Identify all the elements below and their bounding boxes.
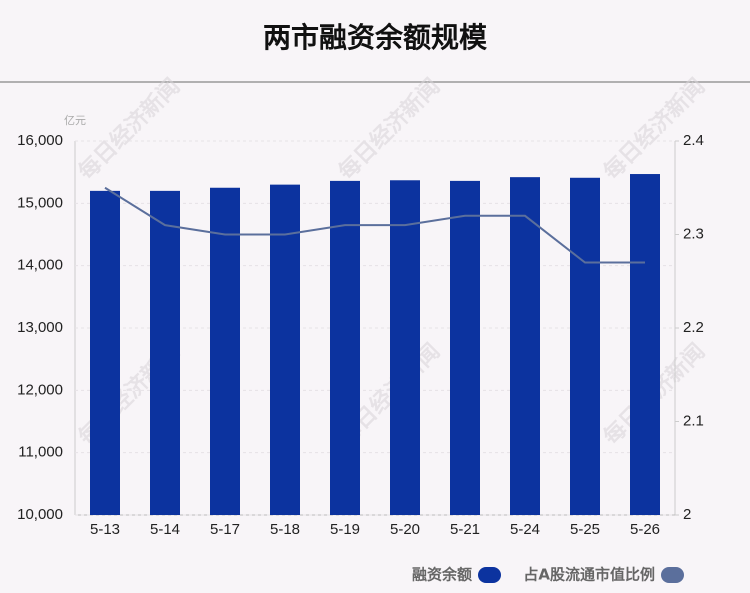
bar (270, 184, 300, 515)
y2-tick-label: 2.3 (683, 225, 704, 242)
x-tick-label: 5-17 (210, 521, 240, 538)
bar (210, 187, 240, 515)
x-tick-label: 5-14 (150, 521, 180, 538)
x-tick-label: 5-24 (510, 521, 540, 538)
line (104, 186, 645, 264)
x-tick-label: 5-20 (390, 521, 420, 538)
watermark: 每日经济新闻 (598, 73, 710, 185)
y2-tick-label: 2.4 (683, 132, 704, 149)
bar (330, 180, 360, 516)
x-tick-label: 5-25 (570, 521, 600, 538)
y-tick-label: 13,000 (17, 319, 63, 336)
bar (390, 180, 420, 515)
bar (630, 174, 660, 515)
legend-swatch (478, 567, 501, 583)
x-tick-label: 5-18 (270, 521, 300, 538)
bar (150, 190, 180, 515)
y-tick-label: 10,000 (17, 506, 63, 523)
y2-tick-label: 2.1 (683, 412, 704, 429)
y-unit: 亿元 (64, 114, 86, 127)
legend-label: 融资余额 (412, 566, 472, 584)
x-tick-label: 5-21 (450, 521, 480, 538)
watermark: 每日经济新闻 (73, 73, 185, 185)
watermark: 每日经济新闻 (333, 73, 445, 185)
y2-tick-label: 2.2 (683, 319, 704, 336)
chart-title: 两市融资余额规模 (263, 21, 488, 54)
y2-tick-label: 2 (683, 506, 691, 523)
legend-swatch (661, 567, 684, 583)
x-tick-label: 5-13 (90, 521, 120, 538)
y-tick-label: 12,000 (17, 381, 63, 398)
y-tick-label: 16,000 (17, 132, 63, 149)
y-tick-label: 11,000 (18, 444, 63, 461)
bar (570, 177, 600, 515)
legend-label: 占A股流通市值比例 (523, 566, 655, 584)
x-tick-label: 5-26 (630, 521, 660, 538)
y-tick-label: 14,000 (17, 257, 63, 274)
bar (450, 180, 480, 516)
bar (510, 177, 540, 516)
x-tick-label: 5-19 (330, 521, 360, 538)
y-tick-label: 15,000 (17, 194, 63, 211)
bar (90, 190, 120, 515)
